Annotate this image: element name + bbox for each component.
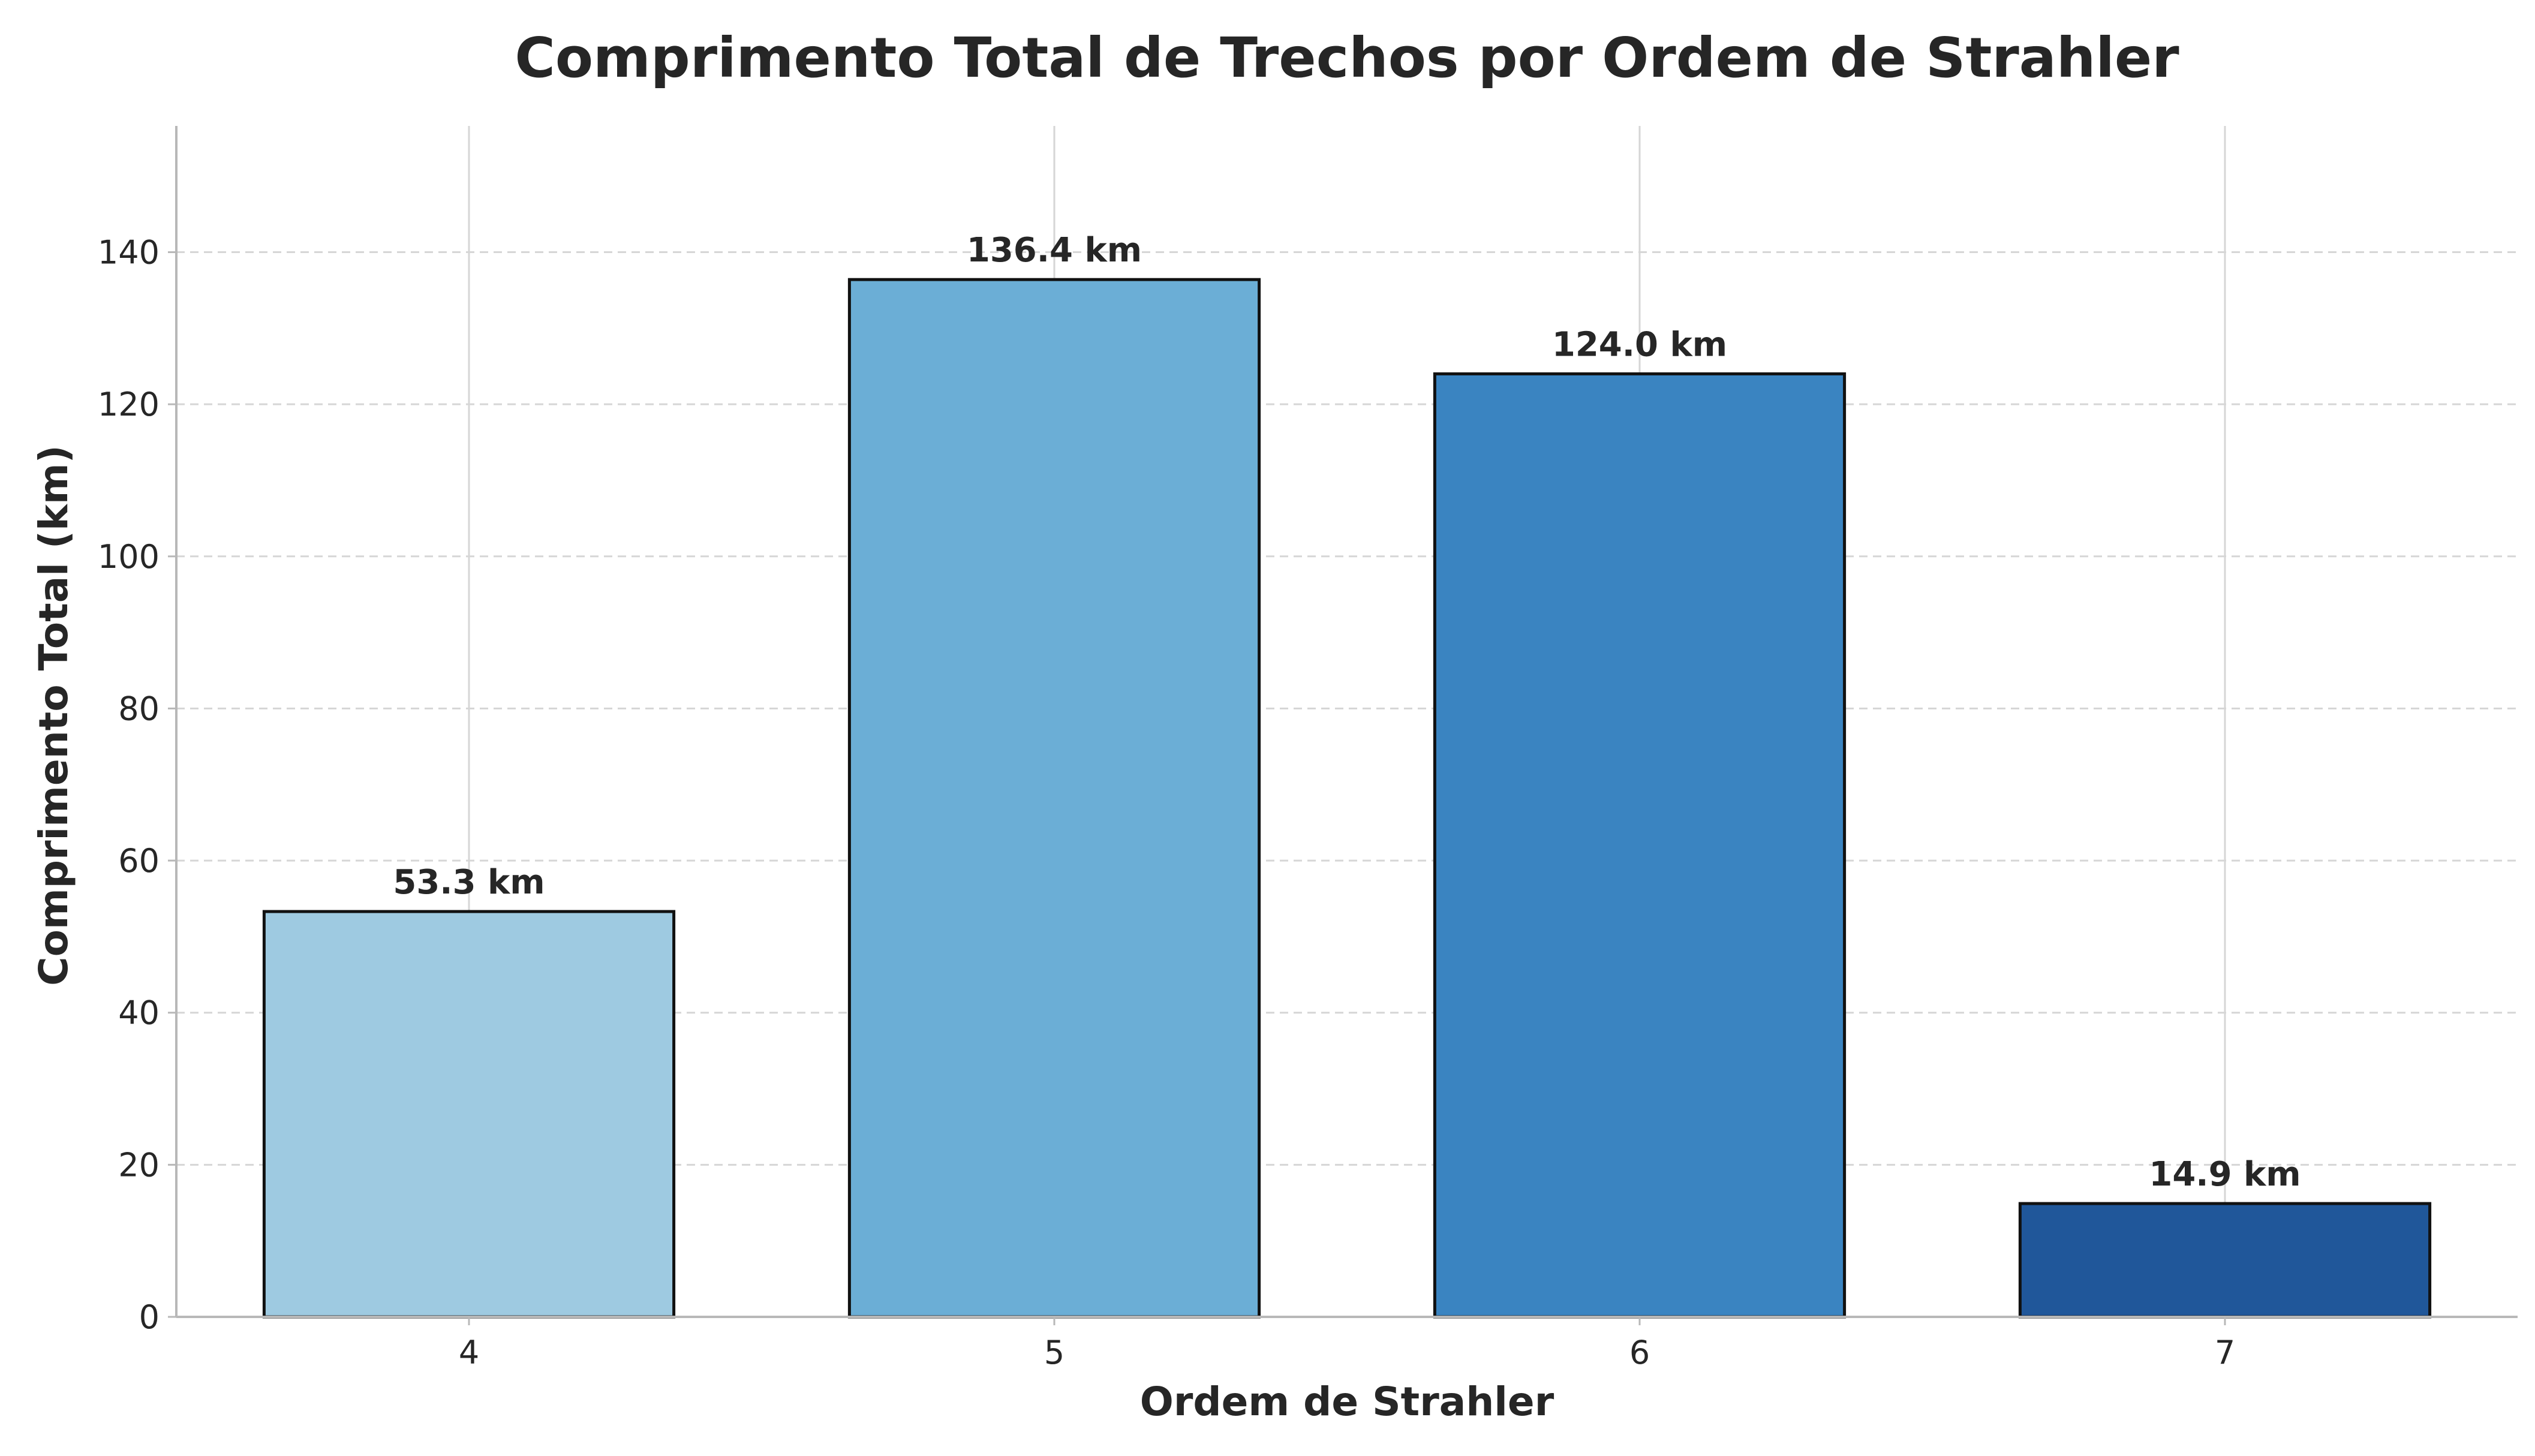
x-tick-label-6: 6 bbox=[1629, 1334, 1650, 1371]
axes bbox=[168, 126, 2518, 1325]
chart-title: Comprimento Total de Trechos por Ordem d… bbox=[515, 26, 2179, 90]
y-tick-label-0: 0 bbox=[139, 1298, 160, 1336]
bar-4 bbox=[262, 910, 676, 1319]
data-labels: 53.3 km 136.4 km 124.0 km 14.9 km bbox=[393, 231, 2301, 1194]
y-tick-label-100: 100 bbox=[98, 538, 160, 576]
bar-6 bbox=[1433, 372, 1847, 1319]
data-label-4: 53.3 km bbox=[393, 863, 545, 902]
y-tick-label-40: 40 bbox=[118, 994, 160, 1032]
y-tick-label-80: 80 bbox=[118, 690, 160, 727]
y-axis-label: Comprimento Total (km) bbox=[31, 445, 77, 986]
y-tick-label-60: 60 bbox=[118, 842, 160, 880]
x-tick-label-4: 4 bbox=[459, 1334, 479, 1371]
tick-labels: 0 20 40 60 80 100 120 140 4 5 6 7 bbox=[98, 234, 2235, 1371]
x-tick-label-5: 5 bbox=[1044, 1334, 1064, 1371]
y-tick-label-20: 20 bbox=[118, 1146, 160, 1184]
bars bbox=[262, 278, 2432, 1319]
data-label-5: 136.4 km bbox=[967, 231, 1142, 270]
x-tick-label-7: 7 bbox=[2215, 1334, 2235, 1371]
bar-5 bbox=[847, 278, 1261, 1319]
y-tick-label-140: 140 bbox=[98, 234, 160, 272]
data-label-6: 124.0 km bbox=[1552, 325, 1727, 364]
bar-7 bbox=[2018, 1202, 2432, 1319]
data-label-7: 14.9 km bbox=[2149, 1155, 2301, 1194]
x-axis-label: Ordem de Strahler bbox=[1140, 1379, 1554, 1425]
y-tick-label-120: 120 bbox=[98, 386, 160, 423]
